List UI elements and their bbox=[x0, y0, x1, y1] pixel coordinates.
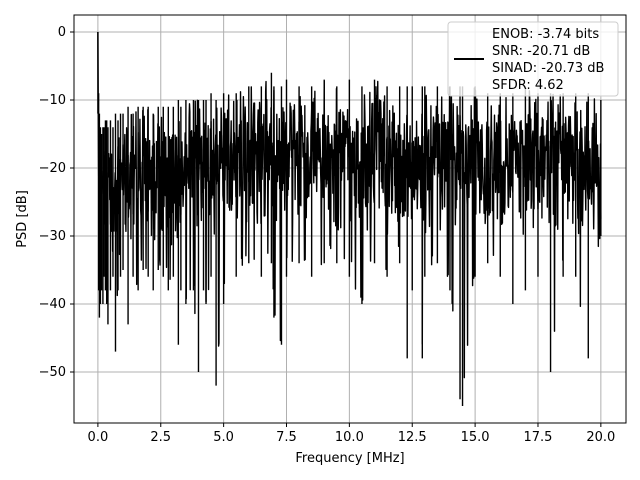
psd-series bbox=[97, 31, 602, 406]
x-tick-label: 0.0 bbox=[88, 430, 109, 445]
x-tick-label: 10.0 bbox=[335, 430, 364, 445]
y-tick-label: −10 bbox=[39, 93, 66, 108]
y-tick-label: −40 bbox=[39, 297, 66, 312]
legend-line-1: SNR: -20.71 dB bbox=[492, 44, 590, 59]
x-tick-label: 15.0 bbox=[461, 430, 490, 445]
y-axis-label: PSD [dB] bbox=[15, 190, 30, 248]
x-tick-label: 17.5 bbox=[524, 430, 553, 445]
plot-frame bbox=[73, 14, 627, 424]
x-tick-label: 5.0 bbox=[213, 430, 234, 445]
y-tick-label: −20 bbox=[39, 161, 66, 176]
legend-box bbox=[447, 21, 619, 97]
x-axis-label: Frequency [MHz] bbox=[295, 451, 404, 466]
legend-line-2: SINAD: -20.73 dB bbox=[492, 61, 604, 76]
y-tick-label: −30 bbox=[39, 229, 66, 244]
x-tick-label: 20.0 bbox=[586, 430, 615, 445]
x-tick-label: 2.5 bbox=[150, 430, 171, 445]
legend-line-0: ENOB: -3.74 bits bbox=[492, 27, 599, 42]
axis-ticks: 0.0 2.5 5.0 7.5 10.0 12.5 15.0 17.5 20.0 0 −10 −20 −… bbox=[39, 25, 616, 445]
x-tick-label: 7.5 bbox=[276, 430, 297, 445]
y-tick-label: −50 bbox=[39, 365, 66, 380]
y-tick-label: 0 bbox=[58, 25, 66, 40]
legend-line-3: SFDR: 4.62 bbox=[492, 78, 564, 93]
legend: ENOB: -3.74 bits SNR: -20.71 dB SINAD: -… bbox=[447, 21, 619, 97]
x-tick-label: 12.5 bbox=[398, 430, 427, 445]
